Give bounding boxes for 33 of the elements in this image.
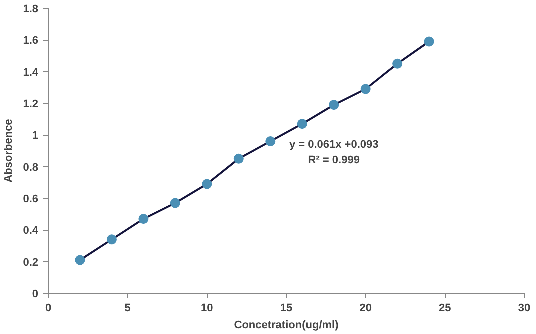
point [106, 234, 117, 245]
x-tick-label: 5 [124, 302, 131, 314]
point [170, 198, 180, 208]
point [297, 119, 308, 130]
point [234, 154, 244, 164]
annotation: R² = 0.999 [308, 154, 360, 167]
point [424, 36, 434, 47]
x-tick-label: 30 [518, 302, 531, 314]
y-tick-label: 0.4 [23, 225, 40, 238]
point [392, 58, 403, 69]
x-tick-label: 15 [280, 302, 293, 314]
y-tick-label: 1.8 [23, 4, 39, 16]
point [360, 84, 371, 94]
y-tick-label: 0.2 [23, 256, 39, 269]
point [266, 136, 276, 146]
point [329, 100, 340, 110]
x-tick-label: 10 [201, 302, 214, 314]
annotation: y = 0.061x +0.093 [289, 139, 379, 151]
x-tick-label: 25 [439, 302, 452, 314]
x-axis-title: Concetration(ug/ml) [234, 320, 340, 332]
point [138, 214, 149, 224]
y-tick-label: 0.8 [23, 162, 39, 174]
y-axis-title: Absorbence [3, 119, 16, 183]
x-tick-label: 20 [360, 302, 372, 314]
y-tick-label: 1.6 [23, 35, 39, 48]
y-tick-label: 1.4 [23, 66, 40, 79]
y-tick-label: 1 [32, 130, 39, 142]
point [202, 179, 212, 190]
point [75, 255, 86, 266]
y-tick-label: 0.6 [23, 194, 39, 206]
y-tick-label: 0 [32, 288, 39, 300]
x-tick-label: 0 [45, 302, 52, 314]
y-tick-label: 1.2 [23, 98, 39, 110]
